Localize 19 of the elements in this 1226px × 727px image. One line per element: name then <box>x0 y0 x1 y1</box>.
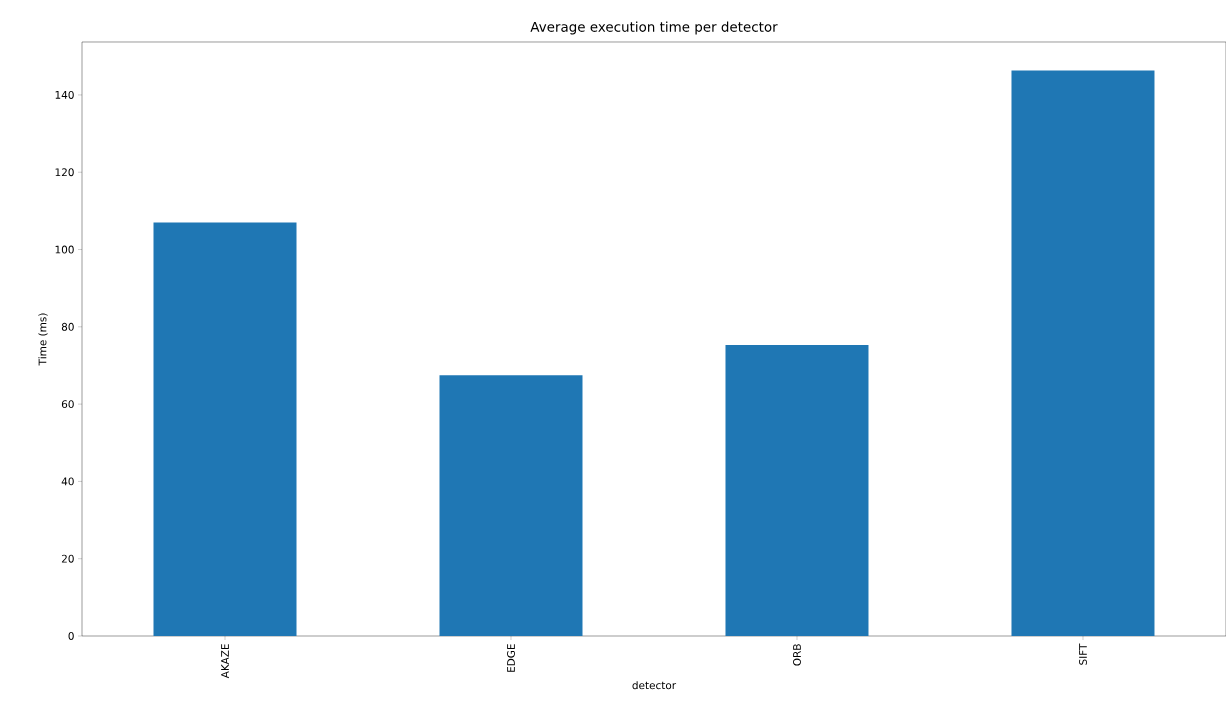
chart-title: Average execution time per detector <box>530 21 778 35</box>
bar <box>153 222 297 636</box>
y-tick-label: 100 <box>55 245 74 254</box>
y-tick-label: 20 <box>61 554 74 563</box>
y-tick-label: 40 <box>61 477 74 486</box>
y-tick-label: 140 <box>55 90 74 99</box>
y-tick-label: 60 <box>61 400 74 409</box>
y-tick-label: 120 <box>55 168 74 177</box>
y-axis-title: Time (ms) <box>38 313 48 366</box>
x-axis-title: detector <box>632 681 677 690</box>
bar <box>439 375 583 636</box>
y-tick-label: 0 <box>68 632 74 640</box>
y-tick-label: 80 <box>61 322 74 331</box>
bar <box>725 344 869 636</box>
x-tick-label: ORB <box>793 644 801 666</box>
bar <box>1011 70 1155 636</box>
x-tick-label: EDGE <box>507 644 515 672</box>
x-tick-label: SIFT <box>1079 643 1087 665</box>
x-tick-label: AKAZE <box>221 644 229 679</box>
